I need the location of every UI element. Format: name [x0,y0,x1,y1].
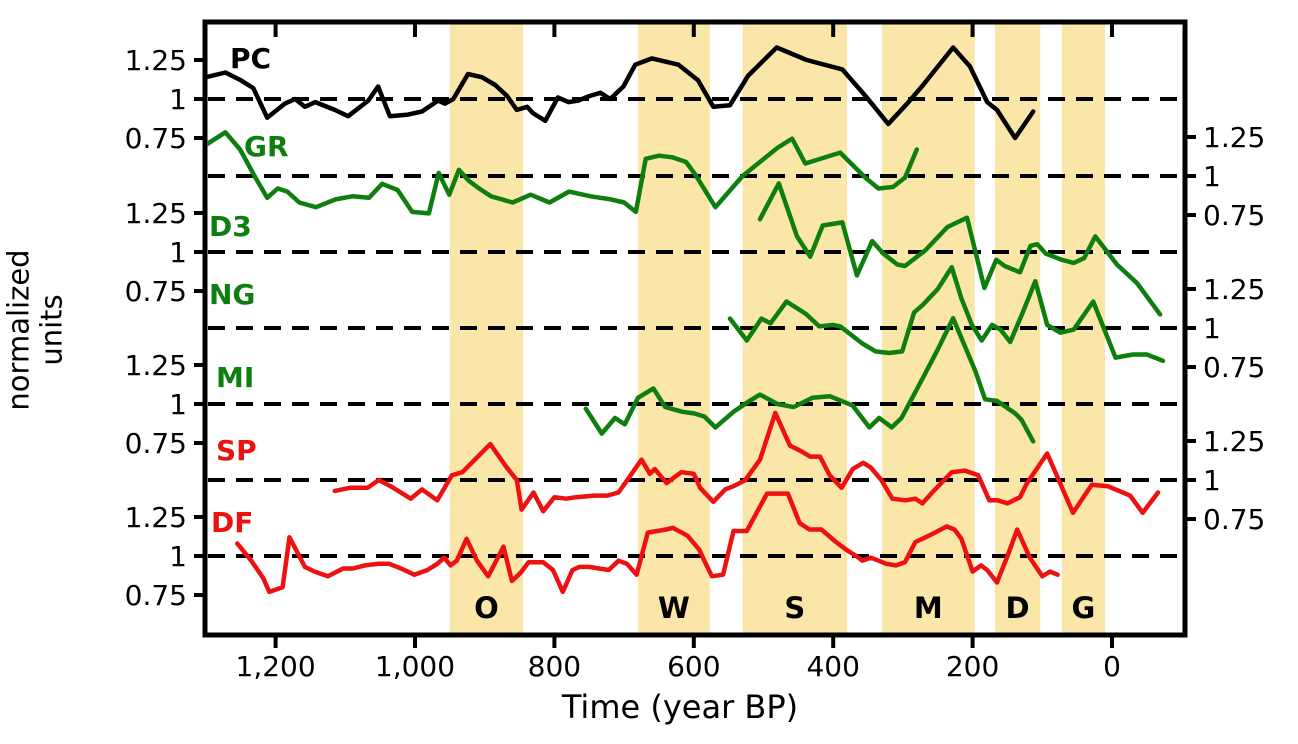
series-line-PC [207,45,1036,141]
y-tick-label-SP-1: 1 [1203,464,1221,497]
series-line-GR [207,130,920,216]
band-letter-S: S [784,591,805,625]
y-tick-label-PC-1.25: 1.25 [125,44,187,77]
x-tick-label-800: 800 [528,650,581,683]
y-tick-label-D3-1.25: 1.25 [125,197,187,230]
y-tick-label-DF-0.75: 0.75 [125,579,187,612]
y-tick-label-DF-1.25: 1.25 [125,501,187,534]
y-tick-label-MI-0.75: 0.75 [125,427,187,460]
y-tick-label-PC-1: 1 [169,83,187,116]
series-label-DF: DF [211,506,253,539]
y-tick-label-D3-0.75: 0.75 [125,275,187,308]
band-letter-O: O [474,591,499,625]
x-axis-title: Time (year BP) [561,688,799,726]
band-letter-D: D [1006,591,1030,625]
series-line-NG [727,264,1166,364]
x-tick-label-0: 0 [1103,650,1121,683]
y-tick-label-DF-1: 1 [169,540,187,573]
band-letter-G: G [1072,591,1096,625]
x-tick-label-1200: 1,200 [236,650,316,683]
y-tick-label-MI-1: 1 [169,388,187,421]
series-line-D3 [757,181,1163,317]
y-tick-label-NG-1: 1 [1203,312,1221,345]
x-tick-label-400: 400 [806,650,859,683]
series-line-MI [583,315,1036,444]
series-line-SP [332,410,1161,516]
y-tick-label-GR-1.25: 1.25 [1203,121,1265,154]
y-tick-label-D3-1: 1 [169,236,187,269]
series-label-D3: D3 [209,210,252,243]
y-axis-title-line2: units [35,294,69,366]
series-label-GR: GR [244,130,289,163]
y-axis-title: normalized units [1,249,70,411]
y-tick-label-GR-1: 1 [1203,160,1221,193]
y-tick-label-PC-0.75: 0.75 [125,122,187,155]
y-tick-label-NG-0.75: 0.75 [1203,351,1265,384]
y-tick-label-NG-1.25: 1.25 [1203,273,1265,306]
series-label-NG: NG [209,278,255,311]
y-tick-label-SP-1.25: 1.25 [1203,425,1265,458]
series-line-DF [235,491,1060,595]
series-label-SP: SP [216,434,257,467]
x-tick-label-600: 600 [667,650,720,683]
series-label-PC: PC [230,42,271,75]
y-tick-label-MI-1.25: 1.25 [125,349,187,382]
series-label-MI: MI [216,361,254,394]
band-letter-M: M [914,591,943,625]
x-tick-label-200: 200 [946,650,999,683]
y-tick-label-GR-0.75: 0.75 [1203,199,1265,232]
y-tick-label-SP-0.75: 0.75 [1203,503,1265,536]
x-tick-label-1000: 1,000 [375,650,455,683]
y-axis-title-line1: normalized [1,249,36,411]
band-letter-W: W [658,591,690,625]
